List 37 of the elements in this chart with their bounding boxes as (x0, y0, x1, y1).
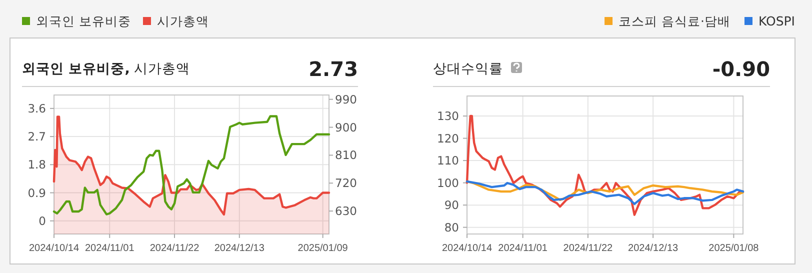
text: -0.90 (712, 57, 770, 81)
y-tick-label: 100 (437, 176, 459, 190)
x-tick-label: 2025/01/09 (298, 243, 348, 254)
x-tick-label: 2024/11/01 (498, 243, 548, 254)
y2-tick-label: 810 (335, 148, 357, 162)
line-series (466, 180, 744, 206)
y-tick-label: 0 (38, 214, 46, 228)
y2-tick-label: 990 (335, 92, 357, 106)
legend-label: KOSPI (758, 14, 795, 28)
x-tick-label: 2024/12/13 (628, 243, 679, 254)
x-tick-label: 2024/11/22 (563, 243, 614, 254)
chart-title: 상대수익률 (433, 61, 503, 77)
x-tick-label: 2024/12/13 (214, 243, 265, 254)
y-tick-label: 1.8 (28, 158, 46, 172)
x-tick-label: 2024/11/22 (150, 243, 200, 254)
chart-title: 외국인 보유비중, 시가총액 (22, 61, 190, 77)
y2-tick-label: 720 (335, 176, 357, 190)
y-tick-label: 90 (444, 198, 459, 212)
legend-label: 외국인 보유비중 (36, 14, 131, 28)
line-series (52, 115, 330, 216)
y-tick-label: 110 (437, 154, 459, 168)
x-tick-label: 2025/01/08 (708, 243, 760, 254)
y-tick-label: 0.9 (28, 186, 46, 200)
y-tick-label: 80 (444, 220, 459, 234)
legend-label: 코스피 음식료·담배 (618, 14, 730, 28)
x-tick-label: 2024/10/14 (28, 243, 80, 254)
y-tick-label: 2.7 (28, 130, 46, 144)
y2-tick-label: 630 (335, 204, 357, 218)
legend-label: 시가총액 (156, 14, 209, 28)
line-series (466, 180, 744, 202)
y2-tick-label: 900 (335, 120, 357, 134)
x-tick-label: 2024/11/01 (84, 243, 135, 254)
y-tick-label: 120 (437, 131, 459, 146)
text: 2.73 (308, 57, 358, 81)
x-tick-label: 2024/10/14 (442, 243, 492, 254)
y-tick-label: 3.6 (28, 101, 46, 116)
y-tick-label: 130 (437, 109, 459, 124)
